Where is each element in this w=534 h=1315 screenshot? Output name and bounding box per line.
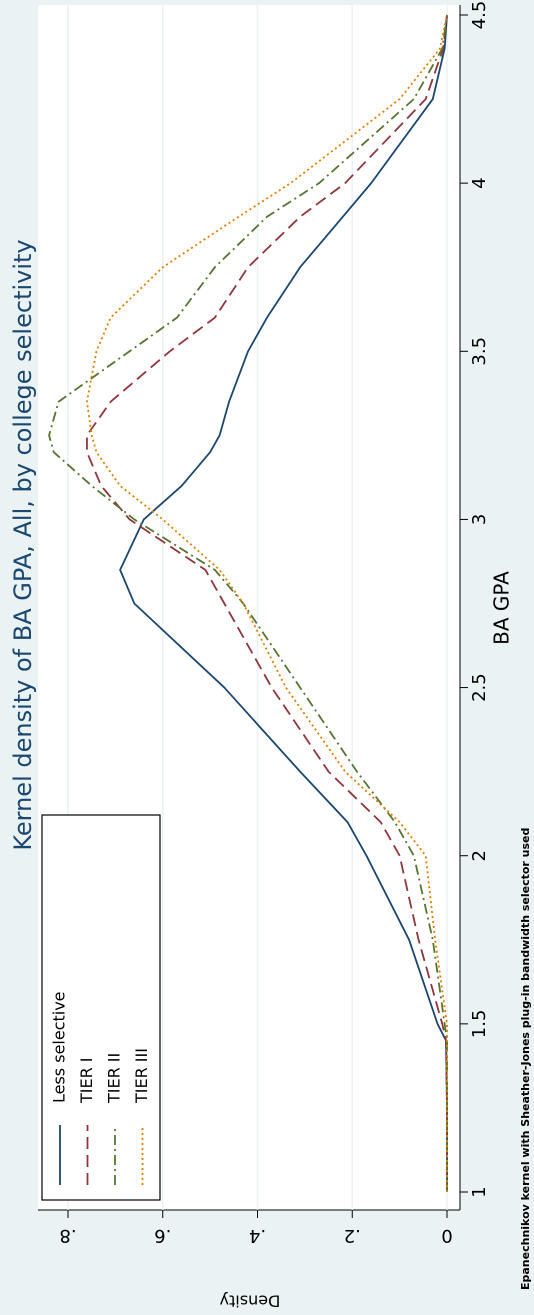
series-line bbox=[86, 14, 448, 1192]
legend-box bbox=[41, 814, 161, 1201]
x-tick-label: 3.5 bbox=[469, 337, 490, 366]
y-axis-label: Density bbox=[220, 1292, 281, 1311]
y-tick-label: .6 bbox=[154, 1225, 171, 1246]
y-tick-label: .8 bbox=[59, 1225, 76, 1246]
x-tick-label: 1 bbox=[469, 1186, 490, 1197]
chart-body: Kernel density of BA GPA, All, by colleg… bbox=[9, 1, 532, 1311]
x-tick-label: 2 bbox=[469, 850, 490, 861]
x-tick-label: 3 bbox=[469, 514, 490, 525]
note: Epanechnikov kernel with Sheather-Jones … bbox=[519, 828, 532, 1290]
legend-label: TIER II bbox=[105, 1053, 124, 1104]
y-tick-label: 0 bbox=[441, 1225, 452, 1246]
x-tick-label: 4 bbox=[469, 177, 490, 188]
legend-label: TIER I bbox=[77, 1057, 96, 1104]
series-line bbox=[86, 14, 448, 1192]
y-tick-label: .2 bbox=[344, 1225, 361, 1246]
x-tick-label: 2.5 bbox=[469, 673, 490, 702]
series-line bbox=[119, 14, 448, 1192]
y-tick-label: .4 bbox=[249, 1225, 266, 1246]
chart-title: Kernel density of BA GPA, All, by colleg… bbox=[9, 239, 37, 850]
legend-label: TIER III bbox=[132, 1048, 151, 1104]
x-tick-label: 1.5 bbox=[469, 1010, 490, 1039]
x-tick-label: 4.5 bbox=[469, 1, 490, 30]
x-axis-label: BA GPA bbox=[490, 571, 514, 645]
legend-label: Less selective bbox=[50, 991, 69, 1103]
